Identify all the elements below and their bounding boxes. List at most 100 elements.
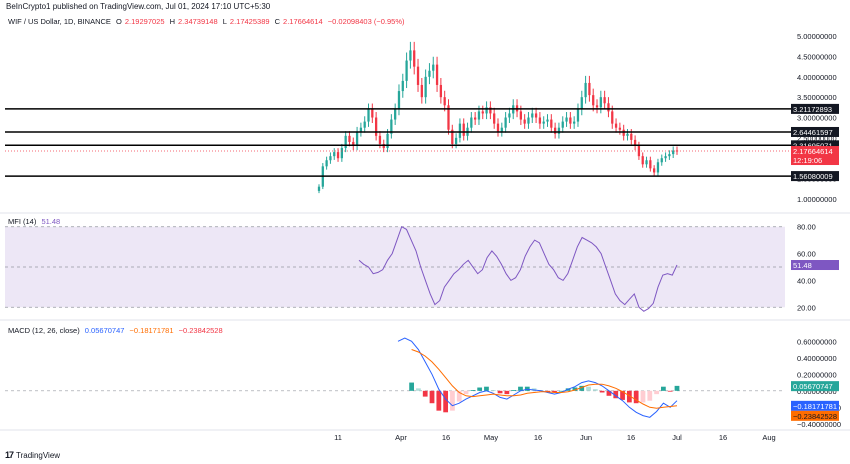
candle-body bbox=[333, 152, 336, 157]
candle-body bbox=[508, 113, 511, 118]
time-axis-tick: 16 bbox=[442, 433, 450, 442]
candle-body bbox=[557, 127, 561, 134]
level-price-label-bg bbox=[791, 126, 839, 137]
mfi-name: MFI (14) bbox=[8, 217, 37, 226]
candle-body bbox=[363, 121, 366, 128]
candle-body bbox=[595, 105, 599, 108]
macd-histogram-bar bbox=[409, 382, 414, 391]
candle-body bbox=[542, 121, 545, 124]
candle-body bbox=[527, 117, 530, 124]
signal-last-label: −0.18171781 bbox=[793, 402, 837, 411]
candle-body bbox=[649, 160, 652, 169]
candle-body bbox=[611, 111, 614, 124]
candle-body bbox=[493, 113, 496, 124]
candle-body bbox=[454, 137, 458, 144]
macd-histogram-bar bbox=[572, 387, 578, 391]
price-legend: WIF / US Dollar, 1D, BINANCE O 2.19297025… bbox=[8, 17, 408, 26]
mfi-axis-tick: 80.00 bbox=[797, 223, 816, 232]
candle-body bbox=[576, 109, 580, 122]
price-axis-tick: 2.50000000 bbox=[797, 134, 837, 143]
macd-axis-tick: −0.40000000 bbox=[797, 420, 841, 429]
candle-body bbox=[622, 129, 625, 136]
candle-body bbox=[626, 133, 629, 136]
candle-body bbox=[588, 82, 591, 96]
macd-histogram-bar bbox=[429, 390, 435, 404]
candle-body bbox=[668, 154, 671, 157]
candle-body bbox=[359, 127, 363, 132]
price-axis-tick: 4.50000000 bbox=[797, 52, 837, 61]
signal-value: −0.18171781 bbox=[129, 326, 174, 335]
macd-histogram-bar bbox=[436, 390, 442, 411]
candle-body bbox=[390, 119, 393, 134]
macd-histogram-bar bbox=[504, 390, 510, 395]
hist-last-label: −0.23842528 bbox=[793, 412, 837, 421]
candle-body bbox=[641, 156, 644, 165]
tradingview-logo-icon: 17 bbox=[5, 450, 14, 460]
macd-histogram-bar bbox=[450, 390, 455, 411]
level-price-label: 2.31695071 bbox=[793, 141, 833, 150]
high-value: 2.34739148 bbox=[178, 17, 218, 26]
candle-body bbox=[485, 107, 488, 114]
candle-body bbox=[573, 121, 576, 124]
candle-body bbox=[413, 50, 416, 67]
countdown-label-bg bbox=[791, 155, 839, 166]
macd-histogram-bar bbox=[674, 385, 680, 391]
price-axis-tick: 3.50000000 bbox=[797, 93, 837, 102]
level-price-label: 3.21172893 bbox=[793, 105, 832, 114]
candle-body bbox=[496, 123, 500, 132]
macd-histogram-bar bbox=[552, 390, 557, 393]
candle-body bbox=[470, 117, 473, 128]
candle-body bbox=[534, 113, 538, 118]
time-axis-tick: 16 bbox=[627, 433, 635, 442]
macd-last-label: 0.05670747 bbox=[793, 382, 833, 391]
mfi-last-label-bg bbox=[791, 260, 839, 271]
candle-body bbox=[443, 97, 446, 106]
macd-histogram-bar bbox=[661, 386, 666, 391]
macd-histogram-bar bbox=[558, 390, 564, 392]
candle-body bbox=[458, 123, 462, 138]
macd-histogram-bar bbox=[586, 386, 591, 391]
macd-histogram-bar bbox=[599, 390, 605, 393]
candle-body bbox=[394, 109, 397, 120]
level-price-label-bg bbox=[791, 103, 839, 114]
macd-histogram-bar bbox=[579, 385, 585, 391]
candle-body bbox=[645, 160, 648, 165]
macd-histogram-bar bbox=[667, 390, 673, 392]
candle-body bbox=[355, 131, 359, 146]
candle-body bbox=[439, 84, 443, 98]
price-axis-tick: 1.00000000 bbox=[797, 195, 837, 204]
candle-body bbox=[325, 160, 328, 167]
price-axis-tick: 4.00000000 bbox=[797, 73, 837, 82]
macd-histogram-bar bbox=[654, 390, 659, 395]
close-label: C bbox=[274, 17, 281, 26]
last-price-label-bg bbox=[791, 146, 839, 157]
mfi-last-label: 51.48 bbox=[793, 261, 812, 270]
macd-histogram-bar bbox=[511, 390, 517, 391]
candle-body bbox=[409, 50, 412, 61]
time-axis-tick: Jun bbox=[580, 433, 592, 442]
footer-brand: TradingView bbox=[16, 450, 61, 460]
candle-body bbox=[553, 127, 557, 134]
candle-body bbox=[474, 117, 477, 120]
publish-header: BeInCrypto1 published on TradingView.com… bbox=[6, 2, 271, 11]
macd-histogram-bar bbox=[497, 390, 503, 394]
candle-body bbox=[504, 117, 507, 128]
footer: 17 TradingView bbox=[5, 450, 60, 460]
hist-last-label-bg bbox=[791, 410, 839, 421]
candle-body bbox=[660, 158, 663, 163]
price-axis-tick: 3.00000000 bbox=[797, 114, 837, 123]
candle-body bbox=[378, 135, 382, 144]
candle-body bbox=[367, 109, 370, 122]
change-value: −0.02098403 (−0.95%) bbox=[327, 17, 405, 26]
macd-histogram-bar bbox=[490, 390, 496, 391]
candle-body bbox=[531, 113, 534, 118]
candle-body bbox=[607, 103, 610, 112]
candle-body bbox=[386, 133, 389, 149]
candle-body bbox=[397, 91, 401, 110]
candle-body bbox=[451, 129, 454, 144]
macd-histogram-bar bbox=[592, 389, 598, 391]
candle-body bbox=[317, 186, 321, 191]
candle-body bbox=[580, 97, 583, 110]
candle-body bbox=[371, 109, 374, 118]
